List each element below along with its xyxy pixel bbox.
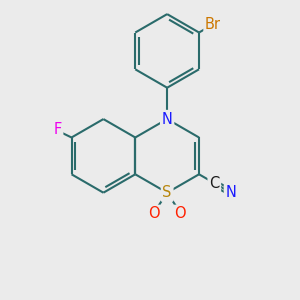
Text: C: C xyxy=(209,176,220,190)
Text: S: S xyxy=(163,185,172,200)
Text: F: F xyxy=(53,122,62,137)
Text: O: O xyxy=(148,206,160,221)
Text: N: N xyxy=(226,185,236,200)
Text: N: N xyxy=(162,112,172,127)
Text: O: O xyxy=(175,206,186,221)
Text: Br: Br xyxy=(205,17,221,32)
